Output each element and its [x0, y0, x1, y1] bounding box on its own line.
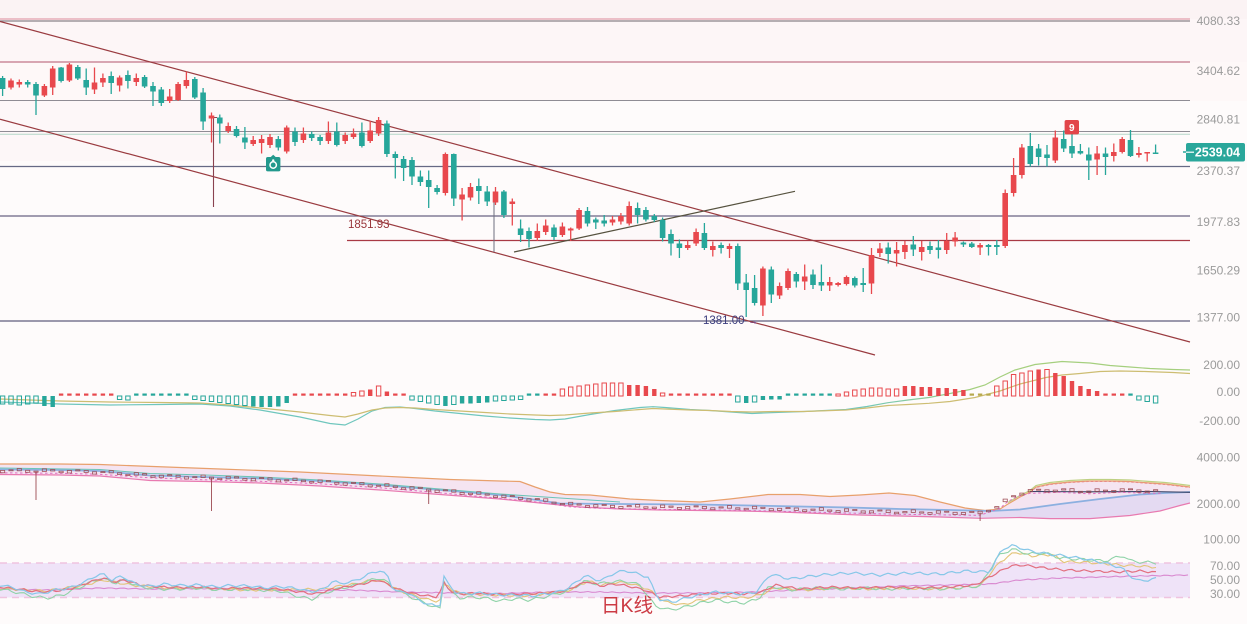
svg-text:100.00: 100.00	[1203, 533, 1240, 547]
svg-text:30.00: 30.00	[1210, 587, 1240, 601]
svg-text:1381.00: 1381.00	[703, 315, 745, 327]
svg-text:2539.04: 2539.04	[1195, 146, 1240, 160]
svg-text:1377.00: 1377.00	[1197, 311, 1241, 325]
svg-text:1650.29: 1650.29	[1197, 264, 1241, 278]
svg-text:2370.37: 2370.37	[1197, 164, 1241, 178]
svg-text:4080.33: 4080.33	[1197, 14, 1241, 28]
svg-text:70.00: 70.00	[1210, 559, 1240, 573]
svg-text:3404.62: 3404.62	[1197, 64, 1241, 78]
svg-text:4000.00: 4000.00	[1197, 451, 1241, 465]
svg-text:0.00: 0.00	[1217, 385, 1241, 399]
svg-text:1977.83: 1977.83	[1197, 215, 1241, 229]
svg-text:日K线: 日K线	[601, 595, 653, 617]
svg-text:50.00: 50.00	[1210, 573, 1240, 587]
svg-text:→: →	[748, 316, 759, 328]
svg-text:9: 9	[1069, 123, 1075, 134]
svg-text:1851.93: 1851.93	[348, 219, 390, 231]
svg-text:2840.81: 2840.81	[1197, 113, 1241, 127]
svg-text:-200.00: -200.00	[1199, 414, 1240, 428]
svg-text:200.00: 200.00	[1203, 358, 1240, 372]
svg-text:2000.00: 2000.00	[1197, 497, 1241, 511]
